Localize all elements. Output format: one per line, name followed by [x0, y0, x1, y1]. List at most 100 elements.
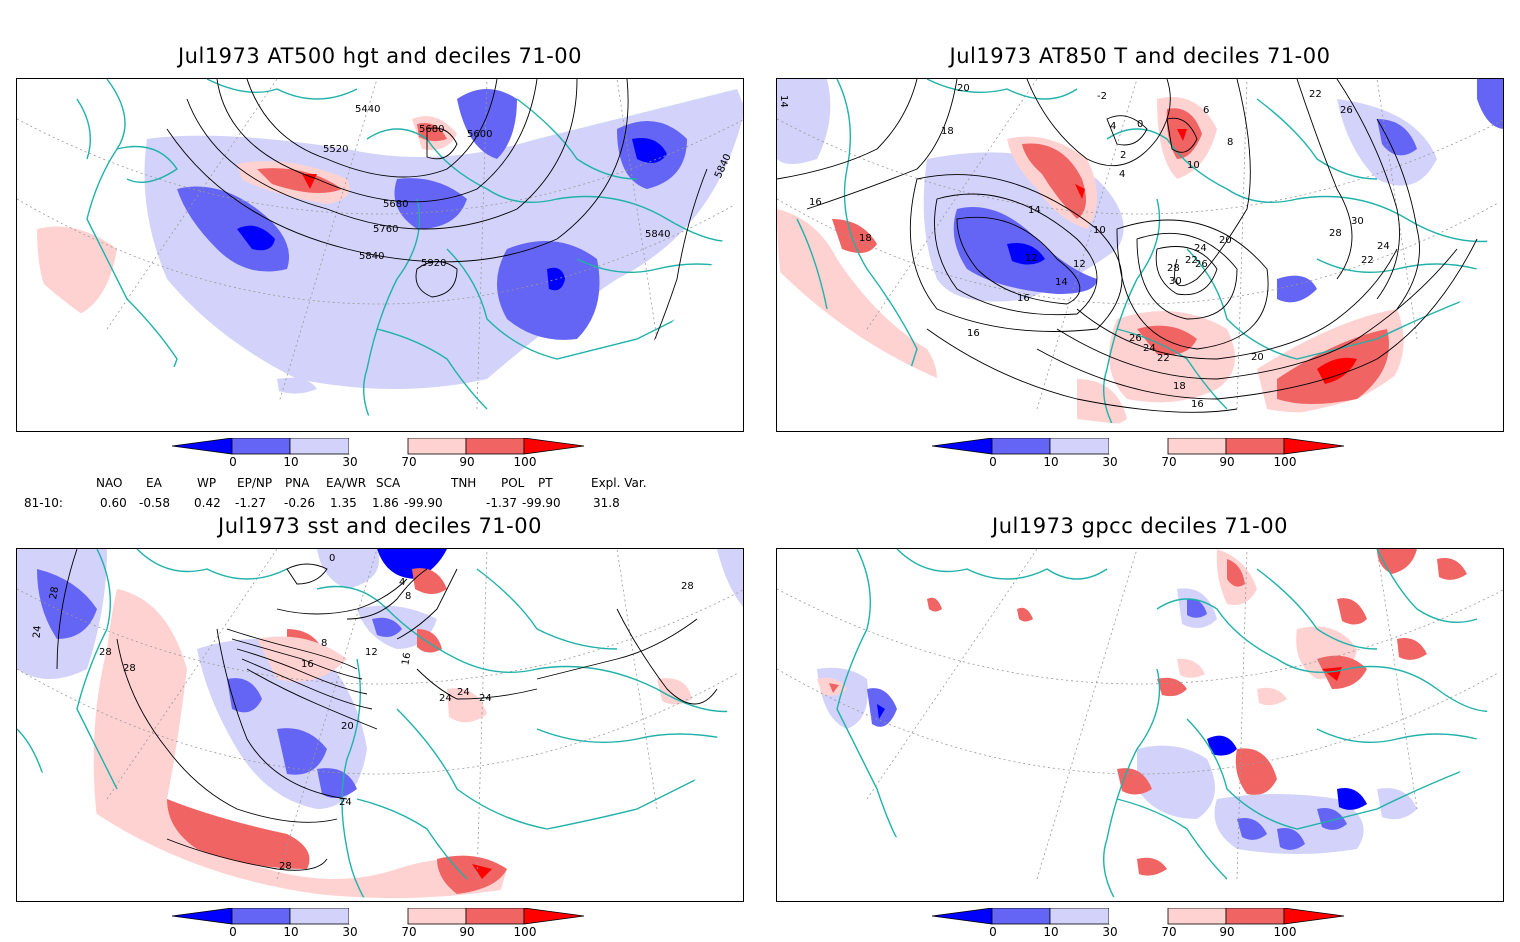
- contour-label: 10: [1187, 160, 1200, 171]
- contour-label: 16: [967, 328, 980, 339]
- colorbar-tick: 100: [1273, 455, 1297, 469]
- contour-label: 12: [1025, 253, 1038, 264]
- contour-labels: 28 24 28 28 16 8 12 16 20 24 24 24 24 28…: [32, 553, 694, 872]
- contour-label: 18: [1173, 381, 1186, 392]
- colorbar-tick: 10: [283, 925, 299, 939]
- colorbar-tick: 100: [513, 925, 537, 939]
- coastlines: [17, 549, 743, 901]
- contour-label: 18: [941, 126, 954, 137]
- contour-label: 30: [1351, 216, 1364, 227]
- colorbar-gpcc: 0 10 30 70 90 100: [932, 908, 1352, 942]
- contour-labels: 5440 5520 5600 5680 5680 5760 5840 5920 …: [323, 104, 734, 269]
- index-header: EP/NP: [237, 476, 273, 490]
- colorbar-tick: 0: [229, 455, 237, 469]
- index-value: -0.58: [139, 496, 171, 510]
- contour-label: 26: [1195, 259, 1208, 270]
- colorbar-tick: 70: [1161, 455, 1177, 469]
- colorbar-tick: 90: [459, 455, 475, 469]
- colorbar-tick: 70: [401, 925, 417, 939]
- contour-label: 10: [1093, 225, 1106, 236]
- panel-title-sst: Jul1973 sst and deciles 71-00: [218, 514, 542, 538]
- map-panel-at500: 5440 5520 5600 5680 5680 5760 5840 5920 …: [16, 78, 744, 432]
- contour-label: 22: [1157, 353, 1170, 364]
- index-value: -1.27: [235, 496, 267, 510]
- map-panel-gpcc: [776, 548, 1504, 902]
- contour-label: 16: [400, 652, 413, 666]
- map-panel-at850: 20 18 16 18 14 12 12 14 16 16 10 -2 4 0 …: [776, 78, 1504, 432]
- index-value: -0.26: [284, 496, 316, 510]
- coastlines: [76, 79, 743, 431]
- contour-label: 26: [1129, 333, 1142, 344]
- index-header: EA/WR: [326, 476, 367, 490]
- colorbar-tick: 70: [401, 455, 417, 469]
- contour-label: 24: [439, 693, 452, 704]
- panel-title-at500: Jul1973 AT500 hgt and deciles 71-00: [177, 44, 583, 68]
- contour-labels: 20 18 16 18 14 12 12 14 16 16 10 -2 4 0 …: [778, 83, 1390, 410]
- contour-label: 14: [778, 95, 789, 108]
- contour-label: 24: [479, 693, 492, 704]
- contour-label: 22: [1361, 255, 1374, 266]
- contours: [166, 79, 708, 380]
- colorbar-tick: 0: [989, 455, 997, 469]
- colorbar-tick: 70: [1161, 925, 1177, 939]
- contour-label: 2: [1120, 150, 1126, 161]
- contour-label: 20: [1219, 235, 1232, 246]
- contour-label: 24: [32, 625, 44, 639]
- index-value: 31.8: [593, 496, 620, 510]
- contour-label: 20: [1251, 352, 1264, 363]
- index-header: NAO: [96, 476, 123, 490]
- contour-label: 28: [1167, 263, 1180, 274]
- colorbar-tick: 10: [1043, 925, 1059, 939]
- contour-label: 16: [809, 197, 822, 208]
- index-header: EA: [146, 476, 162, 490]
- colorbar-tick: 30: [342, 455, 358, 469]
- contour-label: 16: [1017, 293, 1030, 304]
- colorbar-tick: 90: [459, 925, 475, 939]
- contour-label: 14: [1028, 205, 1041, 216]
- colorbar-tick: 30: [1102, 925, 1118, 939]
- contour-label: 28: [279, 861, 292, 872]
- contour-label: 24: [1194, 243, 1207, 254]
- index-header: TNH: [451, 476, 477, 490]
- contour-label: 28: [1329, 228, 1342, 239]
- contour-label: 8: [1227, 137, 1233, 148]
- contour-label: 6: [1203, 105, 1209, 116]
- contour-label: 5520: [323, 144, 348, 155]
- index-header: POL: [501, 476, 525, 490]
- contours: [56, 549, 718, 871]
- colorbar-tick: 0: [229, 925, 237, 939]
- contour-label: 5600: [467, 129, 492, 140]
- colorbar-at500: 0 10 30 70 90 100: [172, 438, 592, 472]
- contour-label: 28: [681, 581, 694, 592]
- colorbar-tick: 10: [1043, 455, 1059, 469]
- colorbar-tick: 90: [1219, 455, 1235, 469]
- contour-label: 24: [457, 687, 470, 698]
- contour-label: 24: [339, 797, 352, 808]
- index-header: PT: [538, 476, 553, 490]
- contour-label: 28: [48, 586, 61, 600]
- map-panel-sst: 28 24 28 28 16 8 12 16 20 24 24 24 24 28…: [16, 548, 744, 902]
- contour-label: 28: [99, 647, 112, 658]
- colorbar-tick: 30: [1102, 455, 1118, 469]
- coastlines: [836, 549, 1503, 901]
- coastlines: [796, 79, 1503, 431]
- contour-label: 5760: [373, 224, 398, 235]
- index-header: Expl. Var.: [591, 476, 647, 490]
- index-value-row: 81-10: 0.60 -0.58 0.42 -1.27 -0.26 1.35 …: [0, 496, 760, 512]
- colorbar-tick: 30: [342, 925, 358, 939]
- colorbar-tick: 90: [1219, 925, 1235, 939]
- contours: [777, 79, 1478, 413]
- index-value: 0.60: [100, 496, 127, 510]
- contour-label: 5680: [419, 124, 444, 135]
- contour-label: 12: [1073, 259, 1086, 270]
- panel-title-at850: Jul1973 AT850 T and deciles 71-00: [949, 44, 1331, 68]
- contour-label: 4: [1110, 121, 1116, 132]
- index-value: -99.90: [404, 496, 443, 510]
- index-value: -1.37: [486, 496, 518, 510]
- contour-label: 24: [1377, 241, 1390, 252]
- contour-label: 24: [1143, 343, 1156, 354]
- graticule: [777, 549, 1503, 880]
- index-header-row: NAO EA WP EP/NP PNA EA/WR SCA TNH POL PT…: [0, 476, 760, 492]
- contour-label: 28: [123, 663, 136, 674]
- index-header: WP: [197, 476, 217, 490]
